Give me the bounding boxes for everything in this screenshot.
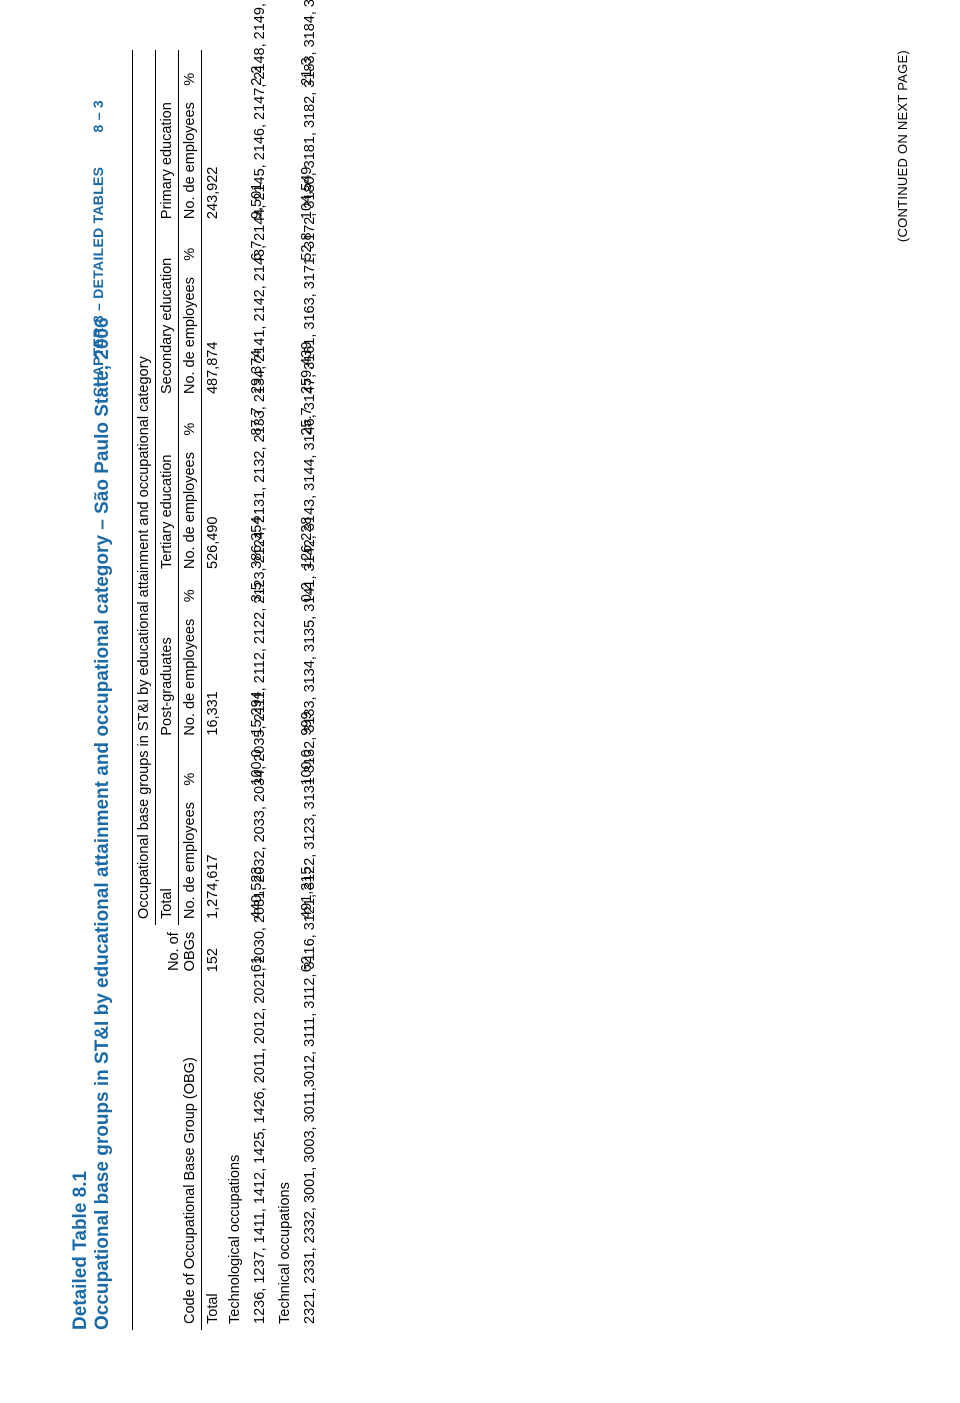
- continued-label: (CONTINUED ON NEXT PAGE): [895, 50, 910, 242]
- col-header-postgrad: Post-graduates: [156, 575, 179, 742]
- cell-total-nobgs: 152: [202, 925, 225, 978]
- cell-tech-total-pct: 100.0: [246, 742, 274, 792]
- cell-technical-codes: 2321, 2331, 2332, 3001, 3003, 3011,3012,…: [296, 978, 324, 1330]
- cell-total-post-emp: 16,331: [202, 608, 225, 741]
- cell-technical-section-label: Technical occupations: [274, 50, 296, 1330]
- subhdr-prim-emp: No. de employees: [179, 92, 202, 225]
- running-head: CHAPTER 8 – DETAILED TABLES 8 – 3: [90, 100, 106, 397]
- cell-total-sec-pct: [202, 225, 225, 267]
- row-technical-section: Technical occupations: [274, 50, 296, 1330]
- col-header-total: Total: [156, 742, 179, 925]
- subhdr-post-pct: %: [179, 575, 202, 608]
- col-header-obg: Code of Occupational Base Group (OBG): [133, 978, 202, 1330]
- col-header-tertiary: Tertiary education: [156, 400, 179, 575]
- cell-total-prim-emp: 243,922: [202, 92, 225, 225]
- detailed-table: Code of Occupational Base Group (OBG) No…: [132, 50, 325, 1330]
- subhdr-tert-emp: No. de employees: [179, 442, 202, 575]
- cell-total-post-pct: [202, 575, 225, 608]
- subhdr-tert-pct: %: [179, 400, 202, 442]
- cell-total-tert-pct: [202, 400, 225, 442]
- table-number: Detailed Table 8.1: [70, 50, 92, 1330]
- col-header-secondary: Secondary education: [156, 225, 179, 400]
- col-header-nobgs: No. of OBGs: [133, 925, 202, 978]
- row-technical-data: 2321, 2331, 2332, 3001, 3003, 3011,3012,…: [296, 50, 324, 1330]
- col-header-span-main: Occupational base groups in ST&I by educ…: [133, 50, 156, 925]
- cell-total-tert-emp: 526,490: [202, 442, 225, 575]
- running-head-pageno: 8 – 3: [90, 100, 106, 133]
- cell-total-label: Total: [202, 978, 225, 1330]
- cell-total-total-emp: 1,274,617: [202, 792, 225, 925]
- col-header-primary: Primary education: [156, 50, 179, 225]
- subhdr-prim-pct: %: [179, 50, 202, 92]
- subhdr-sec-pct: %: [179, 225, 202, 267]
- cell-tech-codes: 1236, 1237, 1411, 1412, 1425, 1426, 2011…: [246, 978, 274, 1330]
- row-total: Total 152 1,274,617 16,331 526,490 487,8…: [202, 50, 225, 1330]
- cell-total-prim-pct: [202, 50, 225, 92]
- row-tech-data: 1236, 1237, 1411, 1412, 1425, 1426, 2011…: [246, 50, 274, 1330]
- row-tech-section: Technological occupations: [224, 50, 246, 1330]
- cell-tech-section-label: Technological occupations: [224, 50, 246, 1330]
- running-head-chapter: CHAPTER 8 – DETAILED TABLES: [90, 167, 106, 397]
- cell-technical-total-pct: 100.0: [296, 742, 324, 792]
- subhdr-sec-emp: No. de employees: [179, 267, 202, 400]
- subhdr-post-emp: No. de employees: [179, 608, 202, 741]
- subhdr-total-pct: %: [179, 742, 202, 792]
- cell-total-total-pct: [202, 742, 225, 792]
- cell-total-sec-emp: 487,874: [202, 267, 225, 400]
- subhdr-total-emp: No. de employees: [179, 792, 202, 925]
